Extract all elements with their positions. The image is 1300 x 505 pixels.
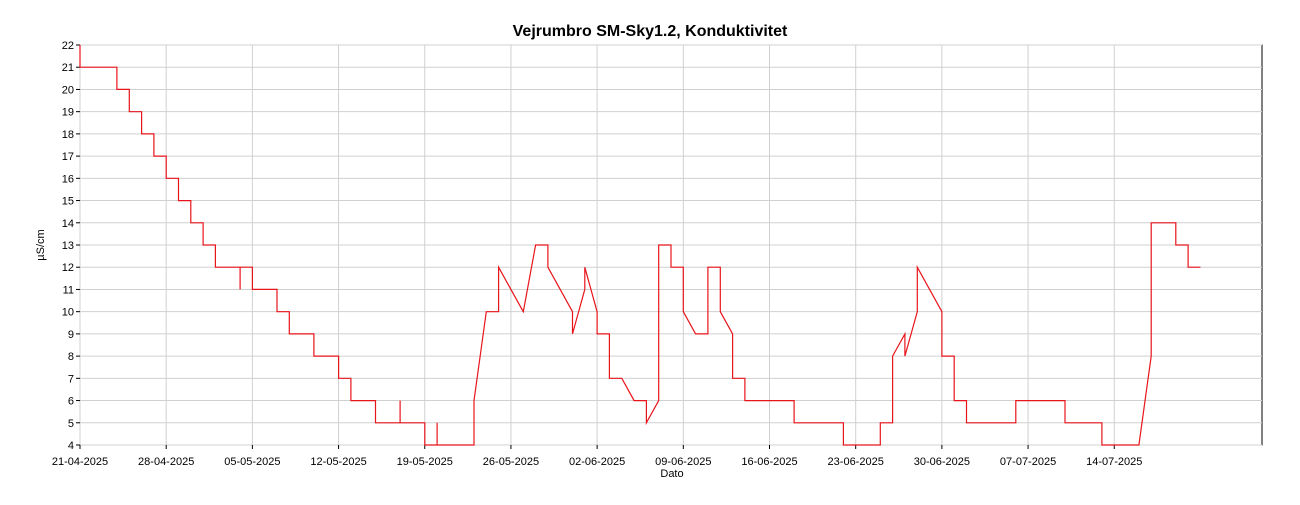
y-tick-label: 19 [62,107,74,119]
y-tick-label: 12 [62,262,74,274]
y-tick-label: 16 [62,173,74,185]
x-tick-label: 07-07-2025 [1000,456,1056,468]
x-tick-label: 21-04-2025 [52,456,108,468]
chart-title: Vejrumbro SM-Sky1.2, Konduktivitet [513,23,788,40]
x-tick-label: 23-06-2025 [828,456,884,468]
x-tick-label: 19-05-2025 [397,456,453,468]
y-tick-label: 22 [62,40,74,52]
x-tick-label: 05-05-2025 [224,456,280,468]
x-tick-label: 14-07-2025 [1086,456,1142,468]
x-tick-label: 16-06-2025 [741,456,797,468]
x-tick-label: 26-05-2025 [483,456,539,468]
y-axis-label: µS/cm [35,229,47,260]
x-tick-label: 12-05-2025 [310,456,366,468]
y-tick-label: 9 [68,329,74,341]
y-tick-label: 15 [62,196,74,208]
y-tick-label: 10 [62,307,74,319]
x-axis-label: Dato [660,468,683,480]
y-tick-label: 14 [62,218,74,230]
y-tick-label: 20 [62,84,74,96]
series-line-conductivity [79,45,1201,446]
x-tick-label: 02-06-2025 [569,456,625,468]
y-tick-label: 13 [62,240,74,252]
y-tick-label: 5 [68,418,74,430]
y-tick-label: 11 [63,284,74,296]
y-tick-label: 8 [68,351,74,363]
y-tick-label: 7 [68,373,74,385]
y-tick-label: 21 [62,62,74,74]
y-tick-label: 18 [62,129,74,141]
y-tick-label: 17 [62,151,74,163]
x-tick-label: 09-06-2025 [655,456,711,468]
x-tick-label: 28-04-2025 [138,456,194,468]
y-tick-label: 6 [68,396,74,408]
x-tick-label: 30-06-2025 [914,456,970,468]
y-tick-label: 4 [68,440,74,452]
axis-layer: 4 5 6 7 8 9 10 11 12 13 14 15 16 17 18 19 20 21 22 21-04-20… [52,40,1143,468]
